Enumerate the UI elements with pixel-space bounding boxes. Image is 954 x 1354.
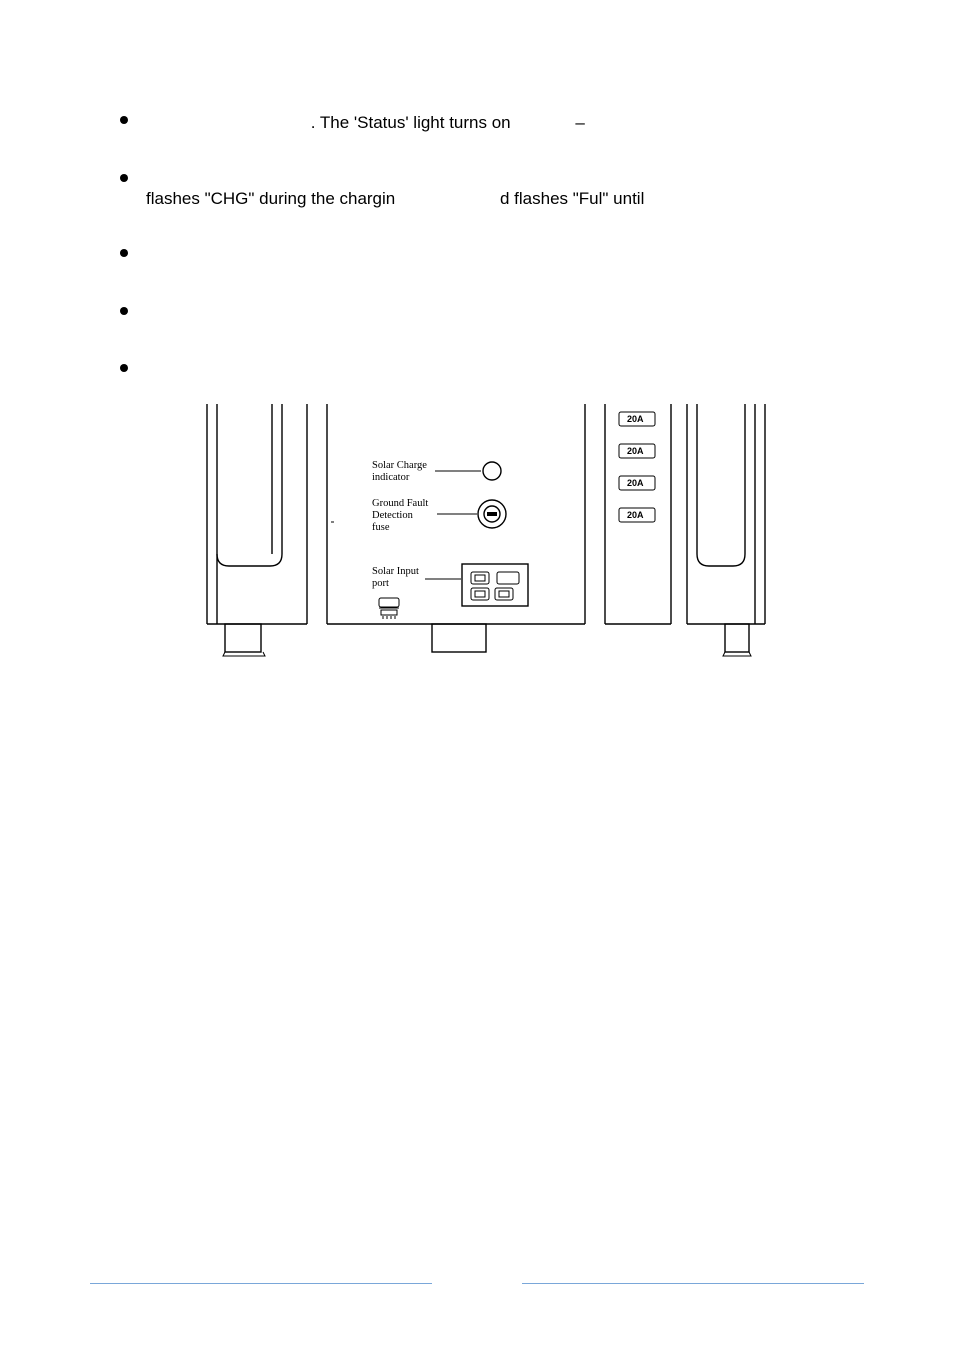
label-gfd-1: Ground Fault	[372, 498, 428, 509]
bullet-marker	[120, 174, 128, 182]
svg-text:20A: 20A	[627, 446, 644, 456]
label-solar-input-2: port	[372, 578, 389, 589]
footer-rule-left	[90, 1283, 432, 1284]
bullet-marker	[120, 307, 128, 315]
svg-text:20A: 20A	[627, 478, 644, 488]
svg-text:20A: 20A	[627, 414, 644, 424]
footer-rule-right	[522, 1283, 864, 1284]
svg-text:20A: 20A	[627, 510, 644, 520]
bullet1-text-b: –	[575, 110, 584, 136]
bullet-item	[120, 358, 864, 384]
label-solar-charge-2: indicator	[372, 472, 410, 483]
bullet-item	[120, 301, 864, 327]
bullet1-text-a: . The 'Status' light turns on	[311, 110, 511, 136]
fuse-20a: 20A	[619, 476, 655, 490]
bullet-item	[120, 243, 864, 269]
label-gfd-2: Detection	[372, 510, 414, 521]
page-footer	[90, 1264, 864, 1284]
fuse-20a: 20A	[619, 412, 655, 426]
fuse-20a: 20A	[619, 508, 655, 522]
bullet-marker	[120, 116, 128, 124]
device-diagram: Solar Charge indicator Ground Fault Dete…	[90, 394, 864, 694]
bullet-marker	[120, 364, 128, 372]
bullet2-text-a: flashes "CHG" during the chargin	[146, 186, 395, 212]
bullet-item: flashes "CHG" during the chargin d flash…	[120, 168, 864, 212]
bullet-marker	[120, 249, 128, 257]
label-solar-charge-1: Solar Charge	[372, 460, 427, 471]
label-gfd-3: fuse	[372, 522, 390, 533]
bullet-item: . The 'Status' light turns on –	[120, 110, 864, 136]
label-solar-input-1: Solar Input	[372, 566, 419, 577]
fuse-20a: 20A	[619, 444, 655, 458]
bullet-list: . The 'Status' light turns on – flashes …	[120, 110, 864, 384]
bullet2-text-b: d flashes "Ful" until	[500, 186, 644, 212]
